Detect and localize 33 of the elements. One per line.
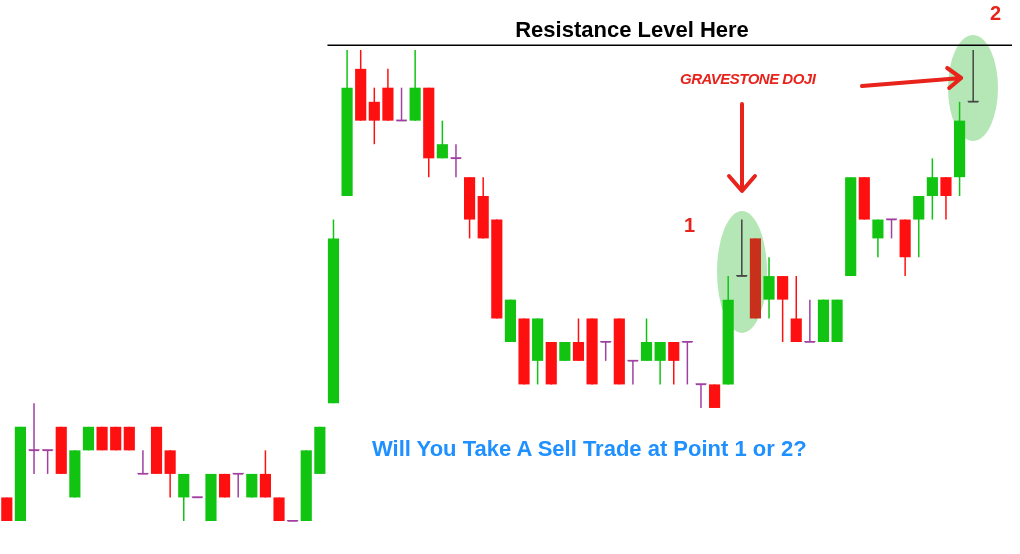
candlestick bbox=[804, 298, 816, 343]
candlestick bbox=[450, 143, 462, 178]
candlestick bbox=[940, 176, 952, 221]
candlestick bbox=[259, 449, 271, 499]
candlestick bbox=[913, 195, 925, 258]
ref-line-label: Resistance Level Here bbox=[515, 17, 749, 43]
annotation: GRAVESTONE DOJI bbox=[680, 70, 816, 87]
candlestick bbox=[395, 86, 408, 122]
candlestick bbox=[640, 317, 653, 362]
annotation: Will You Take A Sell Trade at Point 1 or 2? bbox=[372, 436, 807, 462]
candlestick bbox=[41, 449, 54, 475]
candlestick bbox=[368, 86, 380, 145]
candlestick bbox=[872, 218, 884, 258]
text: 2 bbox=[990, 2, 1002, 25]
candlestick bbox=[736, 218, 748, 277]
candlestick bbox=[164, 449, 176, 499]
candlestick bbox=[28, 402, 40, 475]
annotation: 1 bbox=[684, 214, 696, 237]
candlestick bbox=[790, 275, 802, 343]
candlestick bbox=[681, 341, 694, 386]
candlestick bbox=[777, 275, 789, 343]
candlestick bbox=[763, 256, 775, 320]
candlestick bbox=[572, 317, 585, 362]
candlestick bbox=[599, 341, 612, 362]
candlestick bbox=[654, 341, 666, 386]
candlestick bbox=[559, 341, 571, 362]
candlestick bbox=[885, 218, 898, 240]
candlestick bbox=[926, 157, 938, 221]
candlestick bbox=[709, 383, 721, 409]
candlestick bbox=[178, 473, 190, 522]
candlestick bbox=[436, 119, 448, 160]
candlestick bbox=[695, 383, 707, 409]
candlestick bbox=[668, 341, 680, 386]
